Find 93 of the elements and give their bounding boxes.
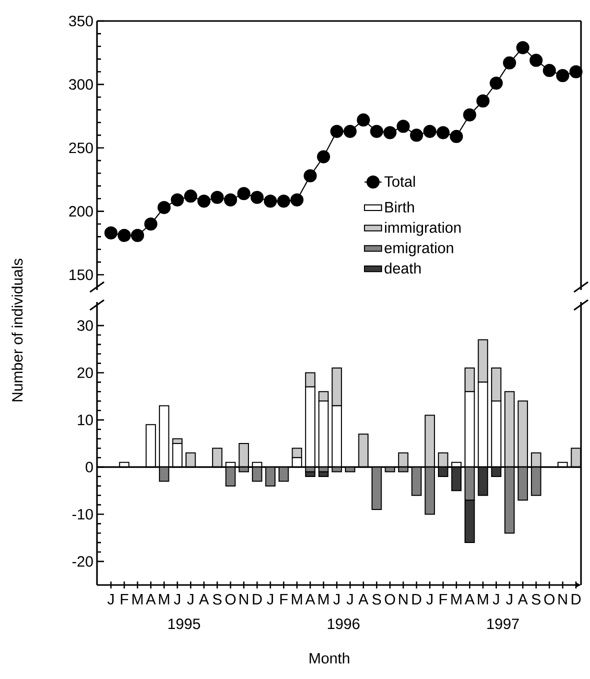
y-tick-label: 200 [69,206,93,217]
point [356,113,370,127]
x-tick-label: N [240,594,248,604]
point [344,124,357,138]
x-tick-label: O [384,594,396,605]
text: 1995 [168,618,200,630]
x-tick-label: N [399,594,408,604]
point [144,217,158,231]
point [197,194,210,208]
point [237,187,250,200]
x-tick-label: A [146,594,156,604]
point [330,124,344,138]
x-tick-label: A [198,594,209,604]
x-tick-label: D [412,594,422,604]
point [118,228,131,242]
point [316,150,330,164]
point [130,228,144,242]
point [410,128,424,142]
y-tick-label: 0 [86,462,93,472]
x-tick-label: J [426,594,432,604]
point [370,124,384,138]
point [250,190,264,204]
y-tick-label: 150 [70,269,93,280]
point [383,126,397,140]
point [569,65,583,78]
point [542,64,556,78]
point [450,130,463,144]
x-tick-label: O [544,594,554,605]
x-tick-label: N [558,594,567,604]
legend-label: immigration [385,222,461,236]
x-tick-label: S [372,594,381,605]
point [224,193,238,206]
point [104,226,118,240]
point [476,94,490,108]
point [490,76,503,90]
point [516,41,530,54]
x-tick-label: J [187,594,194,604]
point [556,69,570,82]
point [158,200,171,214]
point [502,56,516,70]
legend-label: death [384,262,421,274]
point [290,193,304,206]
x-tick-label: M [451,594,462,604]
legend-label: emigration [384,242,454,256]
point [277,194,290,208]
point [463,108,476,122]
x-tick-label: J [107,594,114,604]
x-tick-label: A [358,594,368,604]
y-axis-title: Number of individuals [12,258,23,402]
x-tick-label: J [506,594,512,604]
point [530,54,543,67]
x-tick-label: S [532,594,540,605]
y-tick-label: 10 [78,414,93,426]
x-tick-label: A [464,594,475,604]
x-tick-label: F [280,594,288,604]
x-tick-label: J [346,594,353,604]
y-tick-label: -10 [72,508,93,520]
point [210,190,224,204]
point [264,194,277,208]
point [184,190,198,203]
point [396,120,410,133]
x-tick-label: D [572,594,581,604]
x-tick-label: M [292,594,302,604]
x-tick-label: F [120,594,128,604]
x-tick-label: J [174,594,180,604]
y-tick-label: 20 [78,367,93,378]
legend-label: Birth [385,201,414,212]
y-tick-label: -20 [72,556,93,567]
point [436,126,450,140]
x-tick-label: M [478,594,488,604]
legend-label: Total [384,176,415,187]
point [170,193,184,206]
text: 1996 [328,618,360,630]
x-tick-label: D [252,594,262,604]
point [304,169,317,182]
x-tick-label: M [159,594,170,604]
text: 1997 [487,618,519,630]
y-tick-label: 30 [77,320,93,331]
x-axis-title: Month [310,652,350,664]
x-tick-label: A [305,594,316,604]
x-tick-label: A [518,594,528,604]
x-tick-label: F [440,594,448,604]
y-tick-label: 250 [69,142,93,154]
point [423,124,436,138]
x-tick-label: M [132,594,143,604]
y-tick-label: 300 [69,79,93,90]
x-tick-label: O [225,594,236,605]
x-tick-label: S [212,594,222,605]
y-tick-label: 350 [69,16,93,26]
x-tick-label: J [492,594,499,604]
x-tick-label: J [333,594,340,604]
x-tick-label: M [318,594,329,604]
x-tick-label: J [266,594,274,604]
